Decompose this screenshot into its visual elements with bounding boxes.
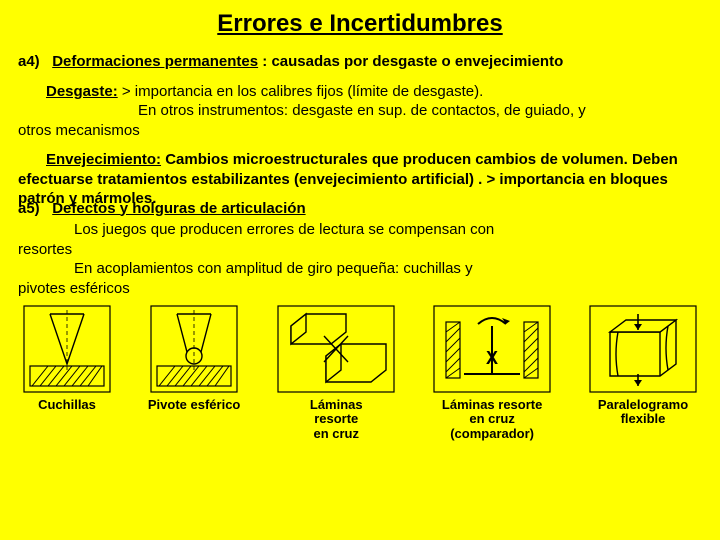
desgaste-line2b: otros mecanismos — [18, 121, 702, 141]
a5-body1b: resortes — [18, 240, 702, 260]
svg-text:X: X — [486, 348, 498, 368]
caption-laminas: Láminasresorteen cruz — [310, 398, 363, 441]
comparador-icon: X — [432, 304, 552, 394]
laminas-cruz-icon — [276, 304, 396, 394]
a4-prefix: a4) — [18, 53, 40, 70]
caption-pivote: Pivote esférico — [148, 398, 241, 412]
desgaste-block: Desgaste: > importancia en los calibres … — [18, 82, 702, 141]
a4-rest: : causadas por desgaste o envejecimiento — [262, 53, 563, 70]
desgaste-line2a: En otros instrumentos: desgaste en sup. … — [18, 101, 702, 121]
a5-body2a: En acoplamientos con amplitud de giro pe… — [18, 259, 702, 279]
fig-paralelogramo: Paralelogramoflexible — [588, 304, 698, 441]
fig-comparador: X Láminas resorteen cruz(comparador) — [432, 304, 552, 441]
fig-cuchillas: Cuchillas — [22, 304, 112, 441]
a5-body: Los juegos que producen errores de lectu… — [18, 220, 702, 298]
a5-heading: Defectos y holguras de articulación — [52, 200, 305, 217]
caption-paralelogramo: Paralelogramoflexible — [598, 398, 688, 427]
a5-prefix: a5) — [18, 200, 40, 217]
a4-line: a4) Deformaciones permanentes : causadas… — [18, 52, 702, 72]
fig-pivote: Pivote esférico — [148, 304, 241, 441]
desgaste-line1: > importancia en los calibres fijos (lím… — [122, 83, 483, 100]
envej-label: Envejecimiento: — [46, 151, 161, 168]
pivote-icon — [149, 304, 239, 394]
desgaste-label: Desgaste: — [46, 83, 118, 100]
a5-body1a: Los juegos que producen errores de lectu… — [18, 220, 702, 240]
fig-laminas-cruz: Láminasresorteen cruz — [276, 304, 396, 441]
caption-comparador: Láminas resorteen cruz(comparador) — [442, 398, 542, 441]
a5-line: a5) Defectos y holguras de articulación — [18, 199, 702, 219]
a5-body2b: pivotes esféricos — [18, 279, 702, 299]
page-title: Errores e Incertidumbres — [18, 10, 702, 38]
caption-cuchillas: Cuchillas — [38, 398, 96, 412]
paralelogramo-icon — [588, 304, 698, 394]
a4-heading: Deformaciones permanentes — [52, 53, 258, 70]
figure-row: Cuchillas Pivote esférico — [18, 304, 702, 441]
cuchillas-icon — [22, 304, 112, 394]
